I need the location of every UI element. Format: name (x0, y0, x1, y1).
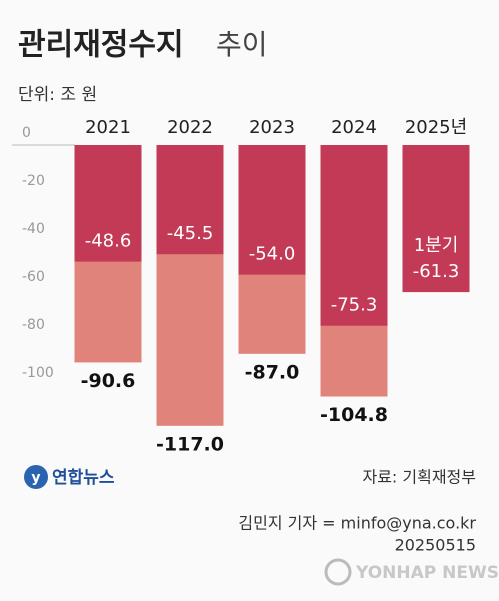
source: 자료: 기획재정부 (362, 468, 476, 487)
total-label: -90.6 (81, 370, 136, 392)
value-label: -48.6 (85, 231, 132, 252)
x-tick-label: 2025년 (405, 117, 467, 138)
bar (74, 145, 142, 262)
bar (238, 145, 306, 275)
bar (320, 145, 388, 326)
total-label: -87.0 (245, 361, 300, 383)
chart-title-suffix: 추이 (216, 28, 268, 61)
plot-area: 0 -20 -40 -60 -80 -100 2021 2022 2023 2024 2025년 -9… (12, 117, 470, 455)
y-tick-label: -20 (22, 173, 45, 189)
x-tick-label: 2022 (167, 117, 213, 138)
x-tick-label: 2024 (331, 117, 377, 138)
logo-mark (24, 465, 48, 489)
logo-letter: y (31, 470, 40, 486)
y-tick-label: -80 (22, 317, 45, 333)
chart-title: 관리재정수지 (18, 28, 184, 63)
y-tick-label: 0 (22, 125, 31, 141)
y-tick-label: -60 (22, 269, 45, 285)
value-label: -75.3 (331, 295, 378, 316)
y-tick-label: -40 (22, 221, 45, 237)
x-tick-label: 2023 (249, 117, 295, 138)
watermark-mark (324, 558, 352, 586)
value-label: -61.3 (413, 261, 460, 282)
bar (156, 145, 224, 255)
unit-label: 단위: 조 원 (18, 85, 97, 105)
y-tick-label: -100 (22, 365, 54, 381)
total-label: -104.8 (320, 404, 388, 426)
annotation: 1분기 (414, 235, 459, 256)
x-tick-label: 2021 (85, 117, 131, 138)
value-label: -54.0 (249, 244, 296, 265)
value-label: -45.5 (167, 223, 214, 244)
logo-text: 연합뉴스 (52, 467, 115, 488)
total-label: -117.0 (156, 433, 224, 455)
date: 20250515 (395, 536, 476, 555)
bar (402, 145, 470, 293)
watermark: YONHAP NEWS (355, 563, 499, 583)
credit: 김민지 기자 = minfo@yna.co.kr (238, 514, 476, 533)
